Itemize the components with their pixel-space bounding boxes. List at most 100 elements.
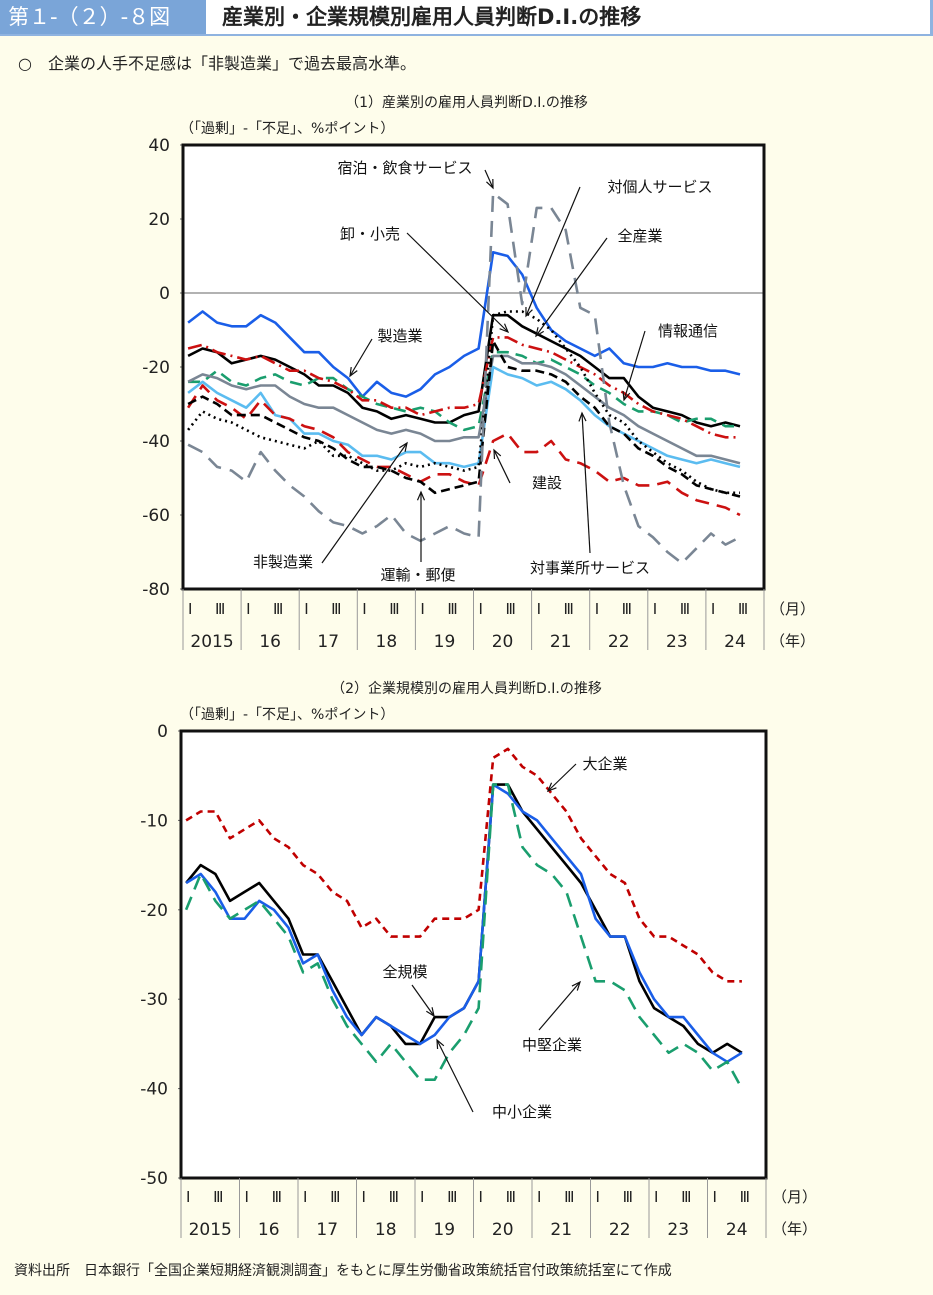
series-annotation: 建設 — [532, 474, 562, 492]
quarter-label: Ⅰ — [713, 1188, 717, 1206]
callout-leader — [406, 232, 509, 333]
quarter-label: Ⅰ — [596, 1188, 600, 1206]
figure-number: 第１-（２）-８図 — [0, 0, 206, 34]
quarter-label: Ⅰ — [654, 1188, 658, 1206]
quarter-label: Ⅰ — [245, 1188, 249, 1206]
year-label: 18 — [376, 632, 398, 652]
quarter-label: Ⅲ — [215, 600, 225, 618]
callout-arrow-icon — [493, 448, 502, 460]
y-tick-label: 0 — [157, 722, 168, 742]
year-label: 17 — [317, 632, 339, 652]
series-line-0 — [187, 251, 741, 398]
quarter-label: Ⅰ — [479, 600, 483, 618]
callout-arrow-icon — [535, 327, 545, 338]
y-tick-label: -10 — [140, 811, 168, 831]
year-label: 17 — [316, 1220, 338, 1240]
year-label: 21 — [550, 1220, 572, 1240]
callout-leader — [493, 449, 511, 484]
callout-arrow-icon — [546, 782, 557, 793]
chart2-title: （2）企業規模別の雇用人員判断D.I.の推移 — [331, 681, 602, 697]
y-tick-label: -40 — [142, 432, 170, 452]
series-annotation: 対個人サービス — [607, 178, 712, 196]
quarter-label: Ⅰ — [420, 1188, 424, 1206]
callout-leader — [484, 169, 494, 189]
quarter-label: Ⅲ — [447, 1188, 457, 1206]
month-unit-label: （月） — [772, 1188, 817, 1206]
quarter-label: Ⅲ — [740, 1188, 750, 1206]
y-tick-label: -50 — [140, 1169, 168, 1189]
quarter-label: Ⅲ — [564, 600, 574, 618]
callout-arrow-icon — [416, 490, 426, 501]
y-tick-label: -80 — [142, 580, 170, 600]
chart2: 0 -10 -20 -30 -40 -50 Ⅰ Ⅲ 2015 Ⅰ Ⅲ 16 Ⅰ Ⅲ 17 Ⅰ Ⅲ 18 Ⅰ Ⅲ 19 Ⅰ Ⅲ… — [140, 722, 817, 1240]
callout-arrow-icon — [622, 390, 631, 402]
chart1: 40 20 0 -20 -40 -60 -80 Ⅰ Ⅲ 2015 Ⅰ Ⅲ 16 Ⅰ Ⅲ 17 Ⅰ Ⅲ 18 Ⅰ Ⅲ 19 Ⅰ… — [142, 136, 815, 652]
series-annotation: 中小企業 — [492, 1103, 552, 1121]
series-annotation: 宿泊・飲食サービス — [337, 159, 472, 177]
series-line-7 — [187, 339, 741, 498]
figure-title: 産業別・企業規模別雇用人員判断D.I.の推移 — [222, 5, 642, 29]
callout-arrow-icon — [571, 980, 582, 991]
callout-arrow-icon — [578, 411, 587, 422]
series-annotation: 非製造業 — [253, 553, 313, 571]
quarter-label: Ⅲ — [506, 1188, 516, 1206]
quarter-label: Ⅰ — [479, 1188, 483, 1206]
callout-leader — [581, 412, 591, 554]
quarter-label: Ⅰ — [362, 1188, 366, 1206]
year-label: 2015 — [189, 1220, 232, 1240]
callout-arrow-icon — [436, 1038, 445, 1050]
series-annotation: 全規模 — [382, 963, 427, 981]
chart1-ylabel: （「過剰」-「不足」、%ポイント） — [180, 121, 395, 137]
callout-arrow-icon — [426, 1007, 435, 1018]
y-tick-label: -30 — [140, 990, 168, 1010]
quarter-label: Ⅰ — [537, 1188, 541, 1206]
quarter-label: Ⅰ — [186, 1188, 190, 1206]
callout-leader — [436, 1039, 474, 1113]
quarter-label: Ⅲ — [273, 600, 283, 618]
year-label: 18 — [375, 1220, 397, 1240]
series-annotation: 大企業 — [582, 755, 627, 773]
callout-leader — [349, 338, 373, 377]
quarter-label: Ⅰ — [362, 600, 366, 618]
series-annotation: 情報通信 — [658, 322, 718, 340]
year-label: 21 — [550, 632, 572, 652]
quarter-label: Ⅰ — [711, 600, 715, 618]
series-annotation: 全産業 — [617, 227, 662, 245]
quarter-label: Ⅰ — [653, 600, 657, 618]
quarter-label: Ⅲ — [272, 1188, 282, 1206]
series-line-3 — [187, 336, 740, 439]
quarter-label: Ⅰ — [537, 600, 541, 618]
y-tick-label: -40 — [140, 1080, 168, 1100]
callout-leader — [411, 984, 435, 1017]
year-label: 19 — [433, 1220, 455, 1240]
lead-text: ○ 企業の人手不足感は「非製造業」で過去最高水準。 — [18, 54, 416, 73]
year-label: 20 — [492, 632, 514, 652]
year-label: 23 — [667, 1220, 689, 1240]
source-note: 資料出所 日本銀行「全国企業短期経済観測調査」をもとに厚生労働省政策統括官付政策… — [14, 1263, 672, 1279]
year-label: 20 — [492, 1220, 514, 1240]
quarter-label: Ⅲ — [680, 600, 690, 618]
series-line-0 — [185, 747, 742, 983]
callout-arrow-icon — [399, 441, 408, 452]
series-line-6 — [187, 384, 741, 517]
plot-area — [181, 731, 766, 1178]
year-unit-label: （年） — [770, 632, 815, 650]
year-label: 24 — [724, 632, 746, 652]
callout-arrow-icon — [499, 323, 510, 334]
month-unit-label: （月） — [770, 600, 815, 618]
callout-leader — [547, 763, 577, 792]
series-line-2 — [188, 350, 740, 432]
header-border — [930, 0, 933, 34]
quarter-label: Ⅰ — [420, 600, 424, 618]
chart2-ylabel: （「過剰」-「不足」、%ポイント） — [180, 707, 395, 723]
y-tick-label: 40 — [148, 136, 170, 156]
quarter-label: Ⅲ — [389, 1188, 399, 1206]
series-annotation: 中堅企業 — [522, 1036, 582, 1054]
series-annotation: 卸・小売 — [340, 225, 400, 243]
quarter-label: Ⅰ — [595, 600, 599, 618]
y-tick-label: -20 — [140, 901, 168, 921]
callout-arrow-icon — [525, 306, 533, 318]
series-line-2 — [185, 783, 743, 1064]
quarter-label: Ⅲ — [564, 1188, 574, 1206]
figure-header: 第１-（２）-８図 産業別・企業規模別雇用人員判断D.I.の推移 — [0, 0, 933, 36]
